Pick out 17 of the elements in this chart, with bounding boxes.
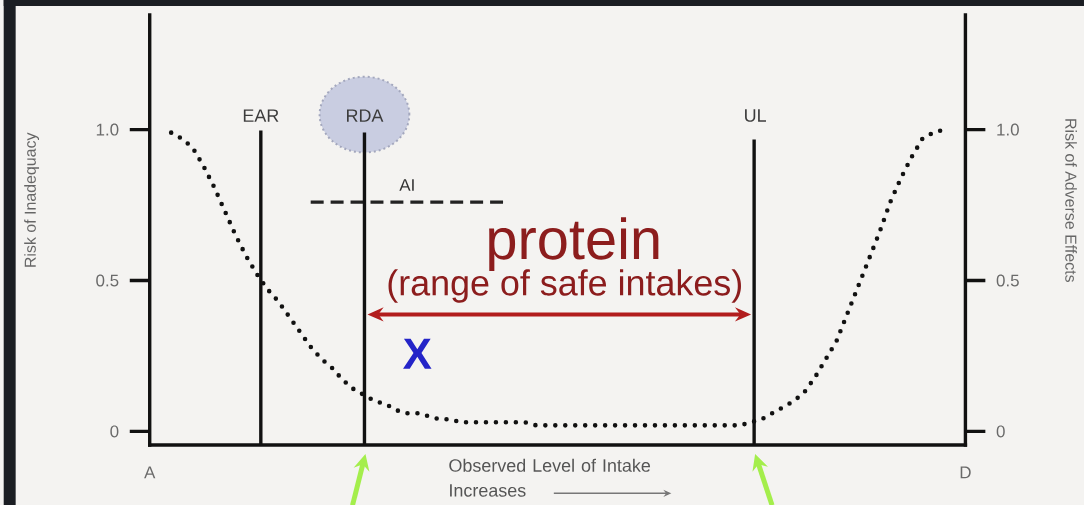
annotation: protein	[489, 217, 659, 271]
x-tick-label: A	[144, 466, 156, 479]
y2-tick-label: 1.0	[997, 123, 1019, 136]
y-tick-label: 0.5	[96, 274, 119, 287]
y-axis-title: Risk of Inadequacy	[24, 132, 40, 267]
y2-tick-label: 0.5	[996, 274, 1019, 287]
y2-axis-title: Risk of Adverse Effects	[1065, 119, 1077, 282]
y-tick-label: 1.0	[96, 123, 119, 136]
x-axis-title: Observed Level of Intake Increases	[449, 458, 651, 497]
annotation: X	[403, 338, 432, 369]
annotation: RDA	[347, 109, 384, 122]
annotation: EAR	[243, 109, 279, 122]
y2-tick-label: 0	[996, 425, 1005, 438]
x-tick-label: D	[960, 466, 971, 479]
y-tick-label: 0	[110, 425, 119, 438]
series-label: AI	[399, 179, 414, 191]
annotation: UL	[745, 109, 766, 122]
